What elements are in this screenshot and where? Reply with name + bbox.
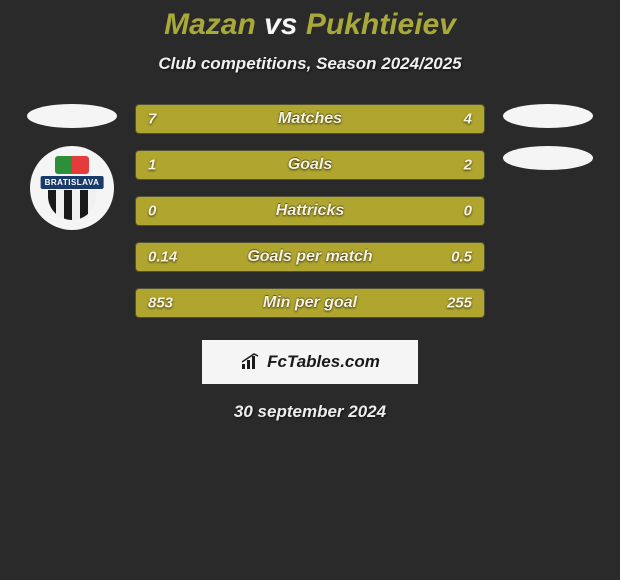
subtitle: Club competitions, Season 2024/2025 — [0, 54, 620, 74]
badge-label: BRATISLAVA — [41, 176, 104, 189]
player1-ellipse-icon — [27, 104, 117, 128]
stat-right-value: 0 — [464, 203, 472, 220]
stat-right-value: 4 — [464, 111, 472, 128]
stat-row: Goals 1 2 — [135, 150, 485, 180]
footer-logo-text: FcTables.com — [267, 352, 380, 372]
stat-label: Goals per match — [247, 248, 372, 266]
bar-right-segment — [252, 151, 484, 179]
player2-name: Pukhtieiev — [306, 8, 456, 41]
stat-label: Hattricks — [276, 202, 344, 220]
stat-left-value: 853 — [148, 295, 173, 312]
stat-right-value: 2 — [464, 157, 472, 174]
stat-row: Hattricks 0 0 — [135, 196, 485, 226]
footer-date: 30 september 2024 — [0, 402, 620, 422]
stat-left-value: 0 — [148, 203, 156, 220]
player2-ellipse2-icon — [503, 146, 593, 170]
player2-ellipse-icon — [503, 104, 593, 128]
comparison-card: Mazan vs Pukhtieiev Club competitions, S… — [0, 0, 620, 422]
stat-label: Goals — [288, 156, 332, 174]
footer-logo: FcTables.com — [202, 340, 418, 384]
title: Mazan vs Pukhtieiev — [0, 8, 620, 42]
content-row: BRATISLAVA Matches 7 4 Goals 1 2 Hattricks 0 0 Go… — [0, 104, 620, 318]
player1-name: Mazan — [164, 8, 256, 41]
stat-label: Matches — [278, 110, 342, 128]
stat-right-value: 255 — [447, 295, 472, 312]
club-badge-icon: BRATISLAVA — [30, 146, 114, 230]
right-side — [503, 104, 593, 170]
stat-row: Goals per match 0.14 0.5 — [135, 242, 485, 272]
left-side: BRATISLAVA — [27, 104, 117, 230]
stat-row: Min per goal 853 255 — [135, 288, 485, 318]
vs-label: vs — [264, 8, 297, 41]
stat-label: Min per goal — [263, 294, 357, 312]
bar-chart-icon — [240, 353, 262, 371]
badge-flag-icon — [55, 156, 89, 174]
stat-right-value: 0.5 — [451, 249, 472, 266]
stat-left-value: 0.14 — [148, 249, 177, 266]
stat-bars: Matches 7 4 Goals 1 2 Hattricks 0 0 Goals per mat… — [135, 104, 485, 318]
badge-stripes-icon — [48, 190, 96, 220]
stat-left-value: 1 — [148, 157, 156, 174]
stat-row: Matches 7 4 — [135, 104, 485, 134]
stat-left-value: 7 — [148, 111, 156, 128]
